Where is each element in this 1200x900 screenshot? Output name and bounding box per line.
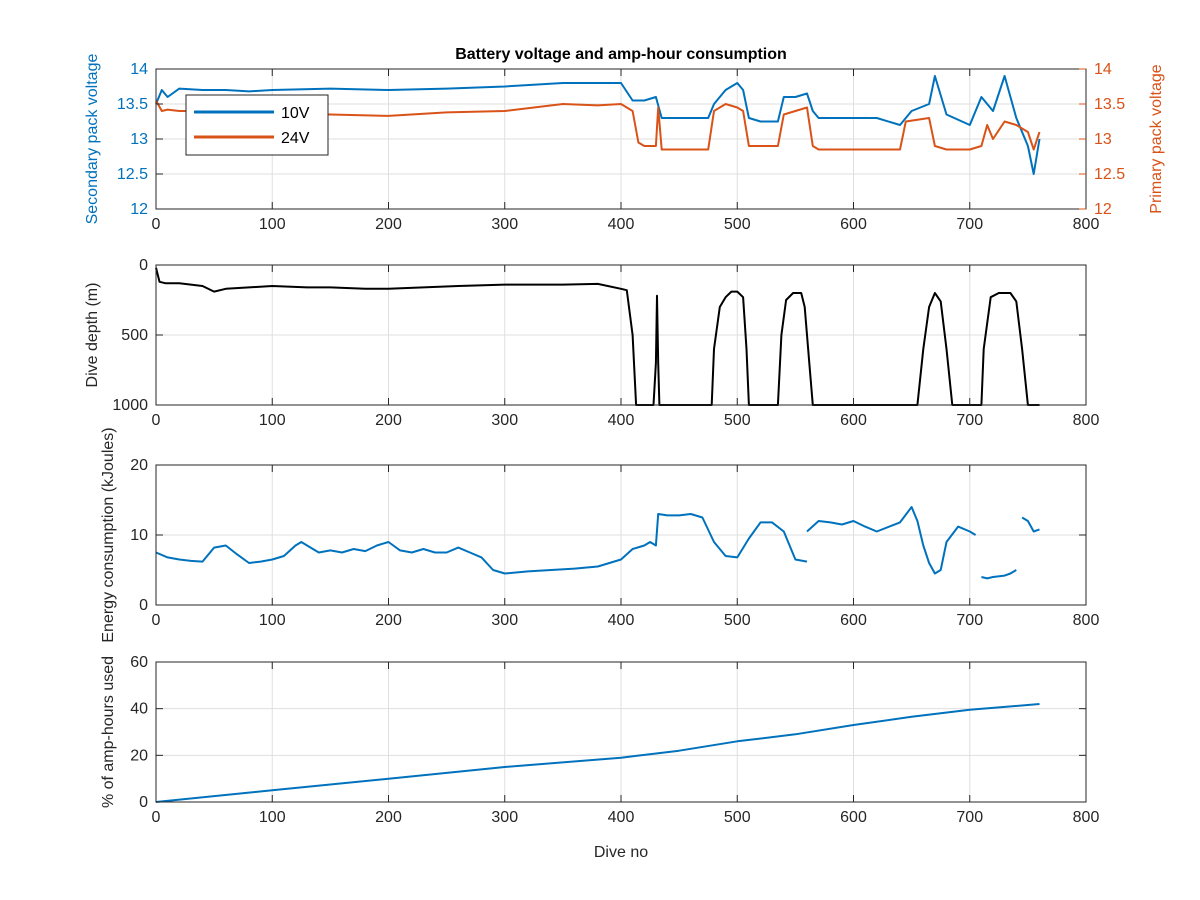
energy-series-segment xyxy=(155,513,808,575)
voltage-chart: 0 100 200 300 400 500 600 700 8001212.51313.5141… xyxy=(84,46,1165,233)
y-right-tick-label: 13.5 xyxy=(1094,96,1125,113)
y-axis-label: Secondary pack voltage xyxy=(84,54,101,225)
x-tick-label: 600 xyxy=(840,216,867,233)
x-tick-label: 400 xyxy=(608,612,635,629)
energy-chart: 0 100 200 300 400 500 600 700 800 0 10 20 Energy con… xyxy=(100,427,1099,642)
amphours-chart: 0 100 200 300 400 500 600 700 800 0 20 40 60 % of amp… xyxy=(100,654,1099,861)
energy-series-segment xyxy=(806,506,977,575)
chart-title: Battery voltage and amp-hour consumption xyxy=(455,46,787,63)
y-tick-label: 60 xyxy=(130,654,148,671)
legend-box xyxy=(185,94,329,156)
x-tick-label: 600 xyxy=(840,809,867,826)
y-right-axis-label: Primary pack voltage xyxy=(1148,64,1165,213)
energy-series-segment xyxy=(1021,516,1040,533)
legend-label-10v: 10V xyxy=(281,105,310,122)
y-tick-label: 12 xyxy=(130,201,148,218)
x-tick-label: 800 xyxy=(1073,412,1100,429)
y-axis-label: % of amp-hours used xyxy=(100,656,117,808)
x-axis-label: Dive no xyxy=(594,844,648,861)
y-right-tick-label: 12.5 xyxy=(1094,166,1125,183)
legend-label-24v: 24V xyxy=(281,130,310,147)
x-tick-label: 700 xyxy=(956,809,983,826)
x-tick-label: 400 xyxy=(608,809,635,826)
x-tick-label: 100 xyxy=(259,612,286,629)
x-tick-label: 400 xyxy=(608,412,635,429)
y-tick-label: 0 xyxy=(139,794,148,811)
series-10v-line xyxy=(155,75,1041,175)
amphours-series-line xyxy=(155,703,1040,803)
energy-series-segment xyxy=(981,569,1017,580)
y-tick-label: 13.5 xyxy=(117,96,148,113)
x-tick-label: 800 xyxy=(1073,216,1100,233)
x-tick-label: 800 xyxy=(1073,612,1100,629)
x-tick-label: 500 xyxy=(724,216,751,233)
x-tick-label: 0 xyxy=(152,412,161,429)
x-tick-label: 400 xyxy=(608,216,635,233)
y-tick-label: 12.5 xyxy=(117,166,148,183)
y-tick-label: 13 xyxy=(130,131,148,148)
y-tick-label: 40 xyxy=(130,701,148,718)
x-tick-label: 600 xyxy=(840,412,867,429)
x-tick-label: 600 xyxy=(840,612,867,629)
y-right-tick-label: 13 xyxy=(1094,131,1112,148)
x-tick-label: 100 xyxy=(259,809,286,826)
y-tick-label: 14 xyxy=(130,61,148,78)
y-tick-label: 20 xyxy=(130,747,148,764)
y-tick-label: 0 xyxy=(139,257,148,274)
x-tick-label: 500 xyxy=(724,809,751,826)
x-tick-label: 200 xyxy=(375,216,402,233)
depth-series-line xyxy=(155,267,1040,406)
x-tick-label: 100 xyxy=(259,216,286,233)
x-tick-label: 800 xyxy=(1073,809,1100,826)
y-axis-label: Dive depth (m) xyxy=(84,283,101,388)
x-tick-label: 200 xyxy=(375,809,402,826)
x-tick-label: 700 xyxy=(956,612,983,629)
x-tick-label: 300 xyxy=(491,809,518,826)
x-tick-label: 700 xyxy=(956,216,983,233)
y-right-tick-label: 14 xyxy=(1094,61,1112,78)
series-24v-line xyxy=(155,100,1041,151)
depth-chart: 0 100 200 300 400 500 600 700 800 0 500 1000 Dive de… xyxy=(84,257,1099,429)
x-tick-label: 300 xyxy=(491,412,518,429)
x-tick-label: 300 xyxy=(491,612,518,629)
y-tick-label: 10 xyxy=(130,527,148,544)
y-tick-label: 500 xyxy=(121,327,148,344)
x-tick-label: 100 xyxy=(259,412,286,429)
x-tick-label: 200 xyxy=(375,612,402,629)
x-tick-label: 500 xyxy=(724,612,751,629)
x-tick-label: 700 xyxy=(956,412,983,429)
x-tick-label: 300 xyxy=(491,216,518,233)
y-right-tick-label: 12 xyxy=(1094,201,1112,218)
y-tick-label: 20 xyxy=(130,457,148,474)
x-tick-label: 0 xyxy=(152,612,161,629)
x-tick-label: 500 xyxy=(724,412,751,429)
y-tick-label: 1000 xyxy=(112,397,148,414)
x-tick-label: 0 xyxy=(152,809,161,826)
y-axis-label: Energy consumption (kJoules) xyxy=(100,427,117,642)
y-tick-label: 0 xyxy=(139,597,148,614)
x-tick-label: 200 xyxy=(375,412,402,429)
x-tick-label: 0 xyxy=(152,216,161,233)
